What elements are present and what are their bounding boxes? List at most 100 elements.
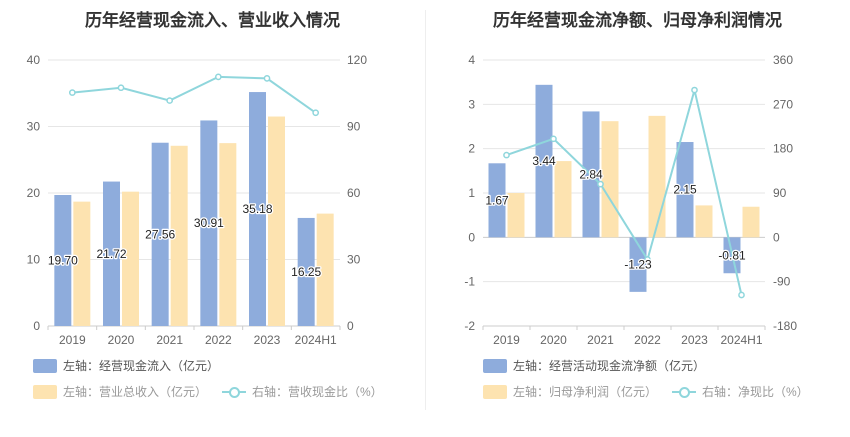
x-tick-label: 2019: [493, 333, 520, 347]
ratio-line: [506, 89, 743, 296]
bar-secondary: [268, 116, 285, 327]
legend-item-revenue[interactable]: 左轴：营业总收入（亿元）: [33, 383, 207, 400]
y2-tick-label: 60: [347, 186, 361, 200]
bar-secondary: [695, 205, 713, 238]
y2-tick-label: 90: [347, 120, 361, 134]
legend-swatch-bar: [33, 358, 57, 373]
x-tick-label: 2023: [681, 333, 708, 347]
x-tick-label: 2024H1: [720, 333, 762, 347]
y2-tick-label: 360: [773, 53, 793, 67]
ratio-point: [691, 86, 698, 94]
y2-tick-label: 30: [347, 253, 361, 267]
bar-data-label: 2.84: [579, 167, 603, 181]
ratio-point: [597, 180, 604, 188]
bar-data-label: -0.81: [718, 248, 746, 262]
ratio-point: [214, 73, 222, 81]
ratio-line: [72, 75, 317, 114]
ratio-point: [503, 151, 510, 159]
bar-data-label: 27.56: [145, 227, 175, 241]
chart-title: 历年经营现金流入、营业收入情况: [85, 11, 340, 30]
bar-primary: [535, 84, 553, 238]
legend-label: 右轴：净现比（%）: [702, 385, 809, 399]
legend-item-net-cash-ratio[interactable]: 右轴：净现比（%）: [672, 383, 809, 400]
y-tick-label: 3: [468, 97, 475, 111]
bar-primary: [249, 92, 266, 326]
ratio-point: [117, 84, 125, 92]
bar-secondary: [219, 143, 237, 326]
bar-secondary: [601, 121, 619, 238]
x-tick-label: 2023: [254, 333, 281, 347]
chart-panel-net-cash: 历年经营现金流净额、归母净利润情况 -2 -1 0 1 2 3 4 -180 -90 0 90 180…: [425, 0, 850, 437]
y2-tick-label: 0: [347, 319, 354, 333]
bar-secondary: [316, 213, 334, 326]
net-cash-chart-svg: -2 -1 0 1 2 3 4 -180 -90 0 90 180 270 360 2019 2020 2021…: [464, 53, 797, 347]
legend-label: 左轴：经营活动现金流净额（亿元）: [513, 359, 706, 373]
ratio-point: [644, 256, 651, 263]
legend-swatch-bar: [33, 384, 57, 399]
bar-primary: [200, 120, 218, 326]
y2-tick-label: -90: [773, 275, 791, 289]
bar-secondary: [648, 115, 666, 238]
x-tick-label: 2022: [634, 333, 661, 347]
y-tick-label: 10: [27, 253, 41, 267]
ratio-point: [166, 97, 174, 104]
bar-secondary: [170, 145, 188, 326]
chart-title: 历年经营现金流净额、归母净利润情况: [493, 11, 782, 30]
legend-item-net-profit[interactable]: 左轴：归母净利润（亿元）: [483, 383, 657, 400]
bar-primary: [103, 181, 120, 326]
y-tick-label: 0: [468, 230, 475, 244]
bar-data-label: 1.67: [485, 193, 509, 207]
legend-swatch-line: [672, 385, 696, 399]
legend-label: 左轴：经营现金流入（亿元）: [63, 359, 220, 373]
bar-data-label: -1.23: [624, 258, 652, 272]
ratio-point: [312, 109, 320, 117]
legend-item-cash-ratio[interactable]: 右轴：营收现金比（%）: [222, 383, 383, 400]
x-tick-label: 2021: [156, 333, 183, 347]
y-tick-label: 20: [27, 186, 41, 200]
legend-label: 左轴：归母净利润（亿元）: [513, 385, 658, 399]
x-tick-label: 2020: [108, 333, 135, 347]
legend-label: 左轴：营业总收入（亿元）: [63, 385, 208, 399]
bar-data-label: 30.91: [194, 216, 224, 230]
bar-data-label: 16.25: [291, 265, 321, 279]
cash-inflow-chart-svg: 0 10 20 30 40 0 30 60 90 120 2019 2020 2021 2022 2023 2…: [27, 53, 368, 347]
y2-tick-label: 0: [773, 230, 780, 244]
bar-secondary: [507, 193, 525, 238]
legend-swatch-bar: [483, 384, 507, 399]
ratio-point: [68, 89, 76, 96]
ratio-point: [263, 75, 271, 82]
bar-primary: [488, 163, 506, 238]
ratio-point: [550, 135, 557, 143]
bar-primary: [297, 217, 315, 326]
legend-item-net-cash[interactable]: 左轴：经营活动现金流净额（亿元）: [483, 357, 705, 374]
x-tick-label: 2022: [205, 333, 232, 347]
y-tick-label: 0: [33, 319, 40, 333]
ratio-point: [738, 291, 745, 299]
bar-primary: [151, 142, 169, 326]
y-tick-label: 40: [27, 53, 41, 67]
y2-tick-label: -180: [773, 319, 797, 333]
y-tick-label: 1: [468, 186, 475, 200]
chart-panel-cash-inflow: 历年经营现金流入、营业收入情况 0 10 20 30 40 0 30 60 90 120 2019 2…: [27, 11, 383, 400]
x-tick-label: 2019: [59, 333, 86, 347]
y-tick-label: -2: [464, 319, 475, 333]
y2-tick-label: 90: [773, 186, 787, 200]
legend-label: 右轴：营收现金比（%）: [252, 385, 383, 399]
legend-item-cash-inflow[interactable]: 左轴：经营现金流入（亿元）: [33, 357, 219, 374]
bar-primary: [676, 142, 694, 238]
y2-tick-label: 270: [773, 97, 793, 111]
y-tick-label: 4: [468, 53, 475, 67]
bar-data-label: 3.44: [532, 154, 556, 168]
x-tick-label: 2021: [587, 333, 614, 347]
y2-tick-label: 120: [347, 53, 367, 67]
legend-swatch-bar: [483, 358, 507, 373]
y-tick-label: -1: [464, 275, 475, 289]
x-tick-label: 2020: [540, 333, 567, 347]
bar-data-label: 2.15: [673, 183, 697, 197]
bar-secondary: [73, 201, 91, 326]
panel-divider: [425, 10, 426, 410]
y-tick-label: 30: [27, 120, 41, 134]
x-tick-label: 2024H1: [295, 333, 337, 347]
y-tick-label: 2: [468, 142, 475, 156]
bar-primary: [54, 194, 72, 326]
